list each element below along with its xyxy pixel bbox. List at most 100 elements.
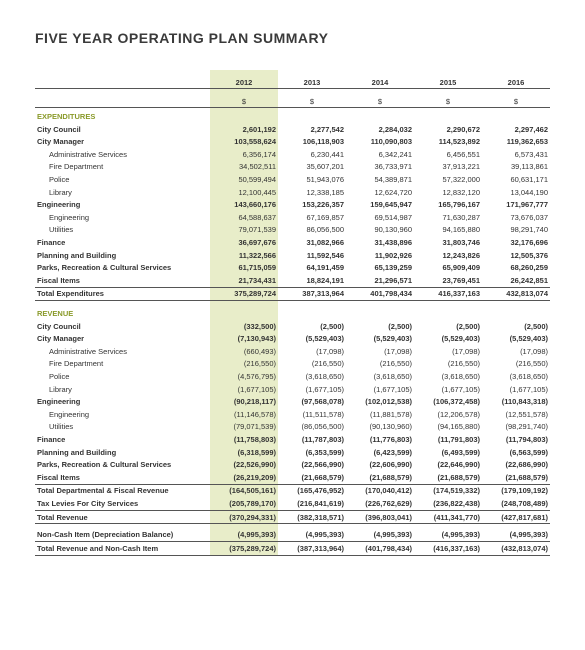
cell: (2,500) (414, 320, 482, 333)
cell: 12,624,720 (346, 186, 414, 199)
header-currency: $ $ $ $ $ (35, 89, 550, 108)
cell: 2,297,462 (482, 123, 550, 136)
total-expenditures-row: Total Expenditures 375,289,724 387,313,9… (35, 287, 550, 301)
cell: (17,098) (278, 345, 346, 358)
cell: (11,794,803) (482, 433, 550, 446)
cell: (3,618,650) (346, 370, 414, 383)
cell: (5,529,403) (482, 333, 550, 346)
cell: (216,550) (278, 358, 346, 371)
cell: 61,715,059 (210, 261, 278, 274)
row-label: Engineering (35, 198, 210, 211)
row-label: Engineering (35, 211, 210, 224)
cell: 35,607,201 (278, 161, 346, 174)
tax-levies-row: Tax Levies For City Services (205,789,17… (35, 497, 550, 510)
row-label: Administrative Services (35, 345, 210, 358)
cell: 31,438,896 (346, 236, 414, 249)
cell: (79,071,539) (210, 421, 278, 434)
cell: 159,645,947 (346, 198, 414, 211)
row-label: Planning and Building (35, 446, 210, 459)
row-label: Parks, Recreation & Cultural Services (35, 458, 210, 471)
table-row: Planning and Building(6,318,599)(6,353,5… (35, 446, 550, 459)
sub1-label: Total Departmental & Fiscal Revenue (35, 484, 210, 497)
cell: 51,943,076 (278, 173, 346, 186)
cell: (86,056,500) (278, 421, 346, 434)
row-label: Utilities (35, 224, 210, 237)
cell: (102,012,538) (346, 395, 414, 408)
table-row: Finance36,697,67631,082,96631,438,89631,… (35, 236, 550, 249)
cell: 6,356,174 (210, 148, 278, 161)
table-row: Police50,599,49451,943,07654,389,87157,3… (35, 173, 550, 186)
cell: 86,056,500 (278, 224, 346, 237)
cell: (2,500) (482, 320, 550, 333)
cell: 12,832,120 (414, 186, 482, 199)
cell: (216,550) (414, 358, 482, 371)
total-dept-fiscal-row: Total Departmental & Fiscal Revenue (164… (35, 484, 550, 497)
table-row: City Council(332,500)(2,500)(2,500)(2,50… (35, 320, 550, 333)
cell: 90,130,960 (346, 224, 414, 237)
row-label: Finance (35, 236, 210, 249)
cell: 79,071,539 (210, 224, 278, 237)
row-label: Engineering (35, 408, 210, 421)
cell: 2,290,672 (414, 123, 482, 136)
cell: (17,098) (346, 345, 414, 358)
cell: (6,423,599) (346, 446, 414, 459)
cell: (11,787,803) (278, 433, 346, 446)
cell: 171,967,777 (482, 198, 550, 211)
cell: 165,796,167 (414, 198, 482, 211)
cell: 34,502,511 (210, 161, 278, 174)
cell: 54,389,871 (346, 173, 414, 186)
table-row: Fire Department(216,550)(216,550)(216,55… (35, 358, 550, 371)
cell: (6,318,599) (210, 446, 278, 459)
cell: 50,599,494 (210, 173, 278, 186)
row-label: Fiscal Items (35, 471, 210, 484)
cell: 2,284,032 (346, 123, 414, 136)
table-row: City Manager103,558,624106,118,903110,09… (35, 135, 550, 148)
cell: 11,902,926 (346, 249, 414, 262)
cell: (216,550) (210, 358, 278, 371)
cell: (3,618,650) (414, 370, 482, 383)
cell: (11,511,578) (278, 408, 346, 421)
cur-4: $ (482, 89, 550, 108)
cell: (22,686,990) (482, 458, 550, 471)
cell: 26,242,851 (482, 274, 550, 287)
table-row: Utilities(79,071,539)(86,056,500)(90,130… (35, 421, 550, 434)
total-exp-4: 432,813,074 (482, 287, 550, 301)
row-label: Fire Department (35, 161, 210, 174)
row-label: City Council (35, 320, 210, 333)
table-row: Library12,100,44512,338,18512,624,72012,… (35, 186, 550, 199)
cell: 57,322,000 (414, 173, 482, 186)
table-row: Engineering(11,146,578)(11,511,578)(11,8… (35, 408, 550, 421)
cell: 21,734,431 (210, 274, 278, 287)
cell: (11,881,578) (346, 408, 414, 421)
cell: (22,646,990) (414, 458, 482, 471)
cell: (216,550) (482, 358, 550, 371)
cell: (98,291,740) (482, 421, 550, 434)
cell: 65,139,259 (346, 261, 414, 274)
cell: (26,219,209) (210, 471, 278, 484)
row-label: Fiscal Items (35, 274, 210, 287)
grand-label: Total Revenue and Non-Cash Item (35, 542, 210, 556)
cell: 65,909,409 (414, 261, 482, 274)
cell: (1,677,105) (482, 383, 550, 396)
cell: (90,218,117) (210, 395, 278, 408)
cell: 32,176,696 (482, 236, 550, 249)
cell: 143,660,176 (210, 198, 278, 211)
cell: (110,843,318) (482, 395, 550, 408)
cell: 73,676,037 (482, 211, 550, 224)
cell: (21,688,579) (482, 471, 550, 484)
cell: (22,566,990) (278, 458, 346, 471)
cell: (7,130,943) (210, 333, 278, 346)
row-label: Parks, Recreation & Cultural Services (35, 261, 210, 274)
noncash-row: Non-Cash Item (Depreciation Balance) (4,… (35, 528, 550, 541)
cell: 36,697,676 (210, 236, 278, 249)
cell: 13,044,190 (482, 186, 550, 199)
cell: 36,733,971 (346, 161, 414, 174)
cell: (11,791,803) (414, 433, 482, 446)
cell: 110,090,803 (346, 135, 414, 148)
cell: 6,456,551 (414, 148, 482, 161)
row-label: Fire Department (35, 358, 210, 371)
cell: 12,505,376 (482, 249, 550, 262)
row-label: Police (35, 370, 210, 383)
cell: (11,776,803) (346, 433, 414, 446)
table-row: City Council2,601,1922,277,5422,284,0322… (35, 123, 550, 136)
